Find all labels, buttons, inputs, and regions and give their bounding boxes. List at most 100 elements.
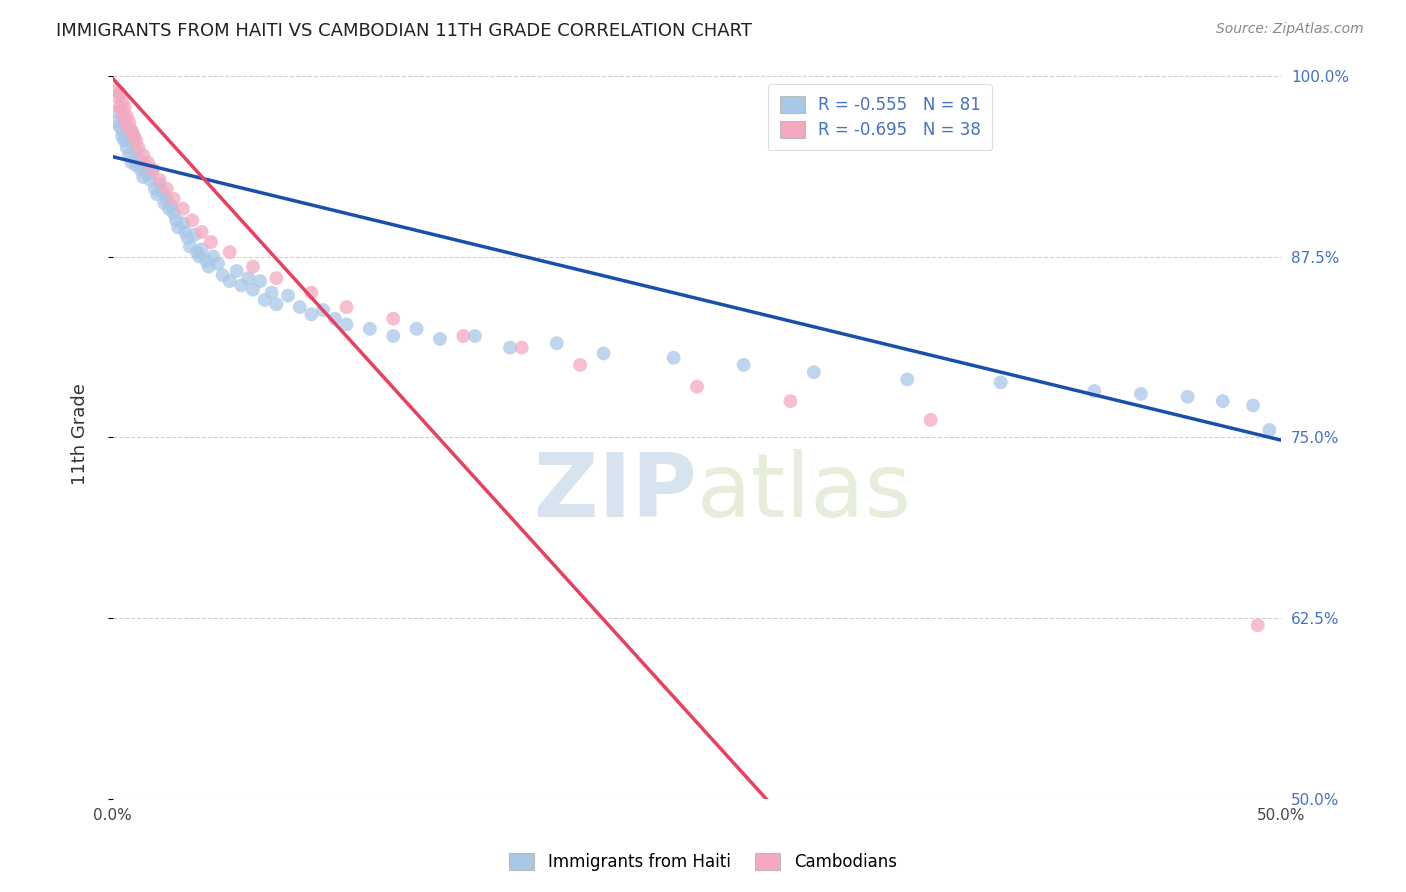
Point <box>162 206 184 220</box>
Point <box>142 162 165 177</box>
Point <box>179 239 201 253</box>
Point <box>174 225 197 239</box>
Point <box>288 300 311 314</box>
Point <box>260 285 283 300</box>
Point <box>249 274 271 288</box>
Point <box>301 285 323 300</box>
Point <box>115 141 138 155</box>
Point <box>108 101 131 115</box>
Point <box>1129 387 1152 401</box>
Point <box>211 268 233 283</box>
Point <box>1212 394 1234 409</box>
Point <box>990 376 1012 390</box>
Point <box>405 322 427 336</box>
Point <box>1247 618 1270 632</box>
Point <box>108 120 131 134</box>
Point <box>122 129 145 144</box>
Point <box>207 257 229 271</box>
Point <box>592 346 614 360</box>
Point <box>238 271 260 285</box>
Point <box>266 297 288 311</box>
Point <box>225 264 247 278</box>
Point <box>253 293 276 307</box>
Point <box>125 134 148 148</box>
Point <box>132 148 155 162</box>
Point <box>242 283 264 297</box>
Point <box>335 300 357 314</box>
Point <box>114 112 136 127</box>
Point <box>429 332 451 346</box>
Point <box>896 372 918 386</box>
Point <box>218 245 240 260</box>
Point <box>111 95 134 109</box>
Point <box>111 124 134 138</box>
Point <box>136 167 159 181</box>
Point <box>107 90 129 104</box>
Point <box>118 134 141 148</box>
Legend: R = -0.555   N = 81, R = -0.695   N = 38: R = -0.555 N = 81, R = -0.695 N = 38 <box>768 84 993 151</box>
Point <box>312 303 335 318</box>
Point <box>920 413 942 427</box>
Point <box>686 379 709 393</box>
Point <box>1177 390 1199 404</box>
Point <box>195 253 218 268</box>
Point <box>803 365 825 379</box>
Point <box>118 148 141 162</box>
Point <box>546 336 568 351</box>
Point <box>181 213 204 227</box>
Text: ZIP: ZIP <box>534 449 697 535</box>
Point <box>1241 399 1264 413</box>
Point <box>1258 423 1281 437</box>
Point <box>464 329 486 343</box>
Point <box>382 329 405 343</box>
Point <box>499 341 522 355</box>
Point <box>104 83 127 97</box>
Point <box>218 274 240 288</box>
Point <box>146 187 169 202</box>
Point <box>108 86 131 100</box>
Point <box>115 120 138 134</box>
Point <box>125 158 148 172</box>
Point <box>114 101 136 115</box>
Point <box>129 162 152 177</box>
Point <box>172 202 194 216</box>
Text: atlas: atlas <box>697 449 912 535</box>
Point <box>104 115 127 129</box>
Point <box>128 153 150 167</box>
Point <box>510 341 533 355</box>
Y-axis label: 11th Grade: 11th Grade <box>72 383 89 484</box>
Point <box>148 173 170 187</box>
Text: Source: ZipAtlas.com: Source: ZipAtlas.com <box>1216 22 1364 37</box>
Point <box>114 112 136 127</box>
Point <box>323 311 346 326</box>
Point <box>301 307 323 321</box>
Point <box>165 213 187 227</box>
Point <box>132 169 155 184</box>
Point <box>136 155 159 169</box>
Point <box>107 104 129 119</box>
Point <box>115 127 138 141</box>
Point <box>115 109 138 123</box>
Point <box>190 242 212 256</box>
Text: IMMIGRANTS FROM HAITI VS CAMBODIAN 11TH GRADE CORRELATION CHART: IMMIGRANTS FROM HAITI VS CAMBODIAN 11TH … <box>56 22 752 40</box>
Point <box>202 250 225 264</box>
Legend: Immigrants from Haiti, Cambodians: Immigrants from Haiti, Cambodians <box>501 845 905 880</box>
Point <box>111 104 134 119</box>
Point <box>277 288 299 302</box>
Point <box>121 124 143 138</box>
Point <box>153 196 176 211</box>
Point <box>569 358 592 372</box>
Point <box>114 134 136 148</box>
Point <box>382 311 405 326</box>
Point <box>200 235 222 249</box>
Point <box>242 260 264 274</box>
Point <box>111 129 134 144</box>
Point <box>121 155 143 169</box>
Point <box>190 225 212 239</box>
Point <box>160 199 183 213</box>
Point <box>121 124 143 138</box>
Point <box>197 260 219 274</box>
Point <box>128 141 150 155</box>
Point <box>359 322 381 336</box>
Point <box>167 220 190 235</box>
